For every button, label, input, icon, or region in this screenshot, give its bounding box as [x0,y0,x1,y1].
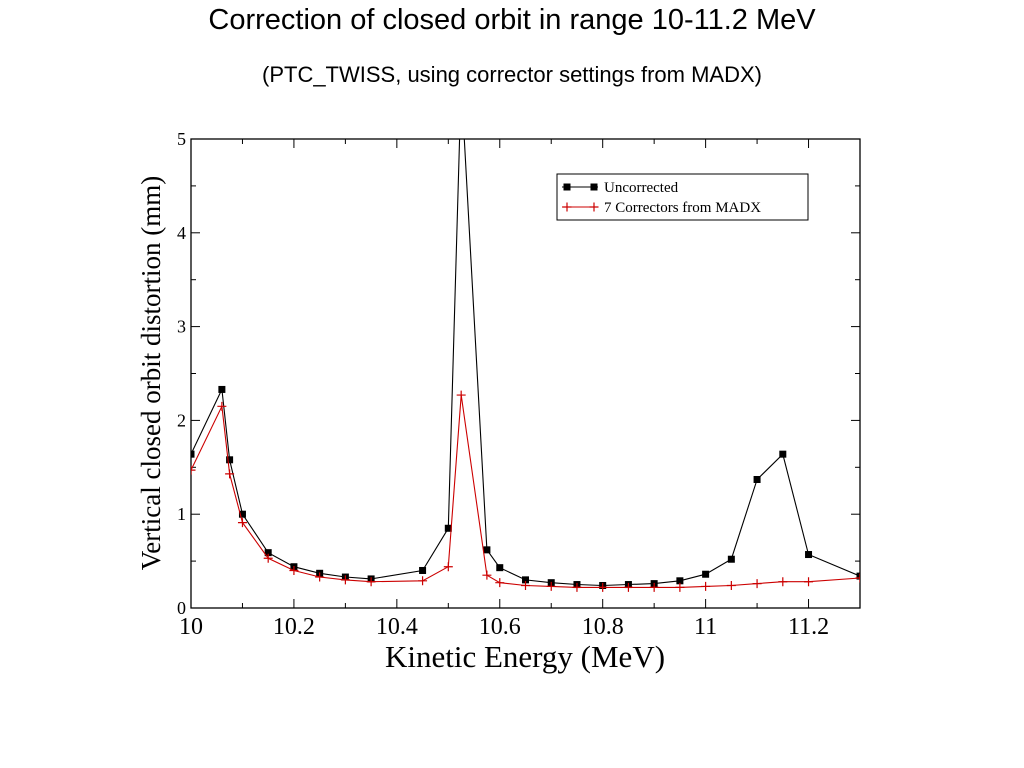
x-tick-label: 11 [694,614,717,640]
y-tick-label: 0 [177,598,186,618]
data-point [702,571,709,578]
data-point [779,451,786,458]
data-point [754,476,761,483]
data-point [188,451,195,458]
legend-label: Uncorrected [604,180,679,196]
data-point [458,79,465,86]
y-axis-title: Vertical closed orbit distortion (mm) [136,176,166,570]
x-tick-label: 11.2 [788,614,829,640]
data-point [728,556,735,563]
data-point [419,567,426,574]
x-tick-label: 10.2 [273,614,315,640]
y-tick-label: 5 [177,129,186,149]
x-tick-label: 10.4 [376,614,418,640]
x-tick-label: 10.8 [582,614,624,640]
data-point [483,546,490,553]
legend-marker [564,184,571,191]
data-point [226,456,233,463]
y-tick-label: 2 [177,410,186,430]
legend-label: 7 Correctors from MADX [604,200,761,216]
data-point [496,564,503,571]
legend-marker [591,184,598,191]
x-axis-title: Kinetic Energy (MeV) [385,639,665,674]
line-chart: 10 10.2 10.4 10.6 10.8 11 11.2012345 Uncorrect… [0,0,1024,768]
x-tick-label: 10.6 [479,614,521,640]
data-point [218,386,225,393]
y-tick-label: 3 [177,317,186,337]
y-tick-label: 4 [177,223,186,243]
data-point [805,551,812,558]
y-tick-label: 1 [177,504,186,524]
